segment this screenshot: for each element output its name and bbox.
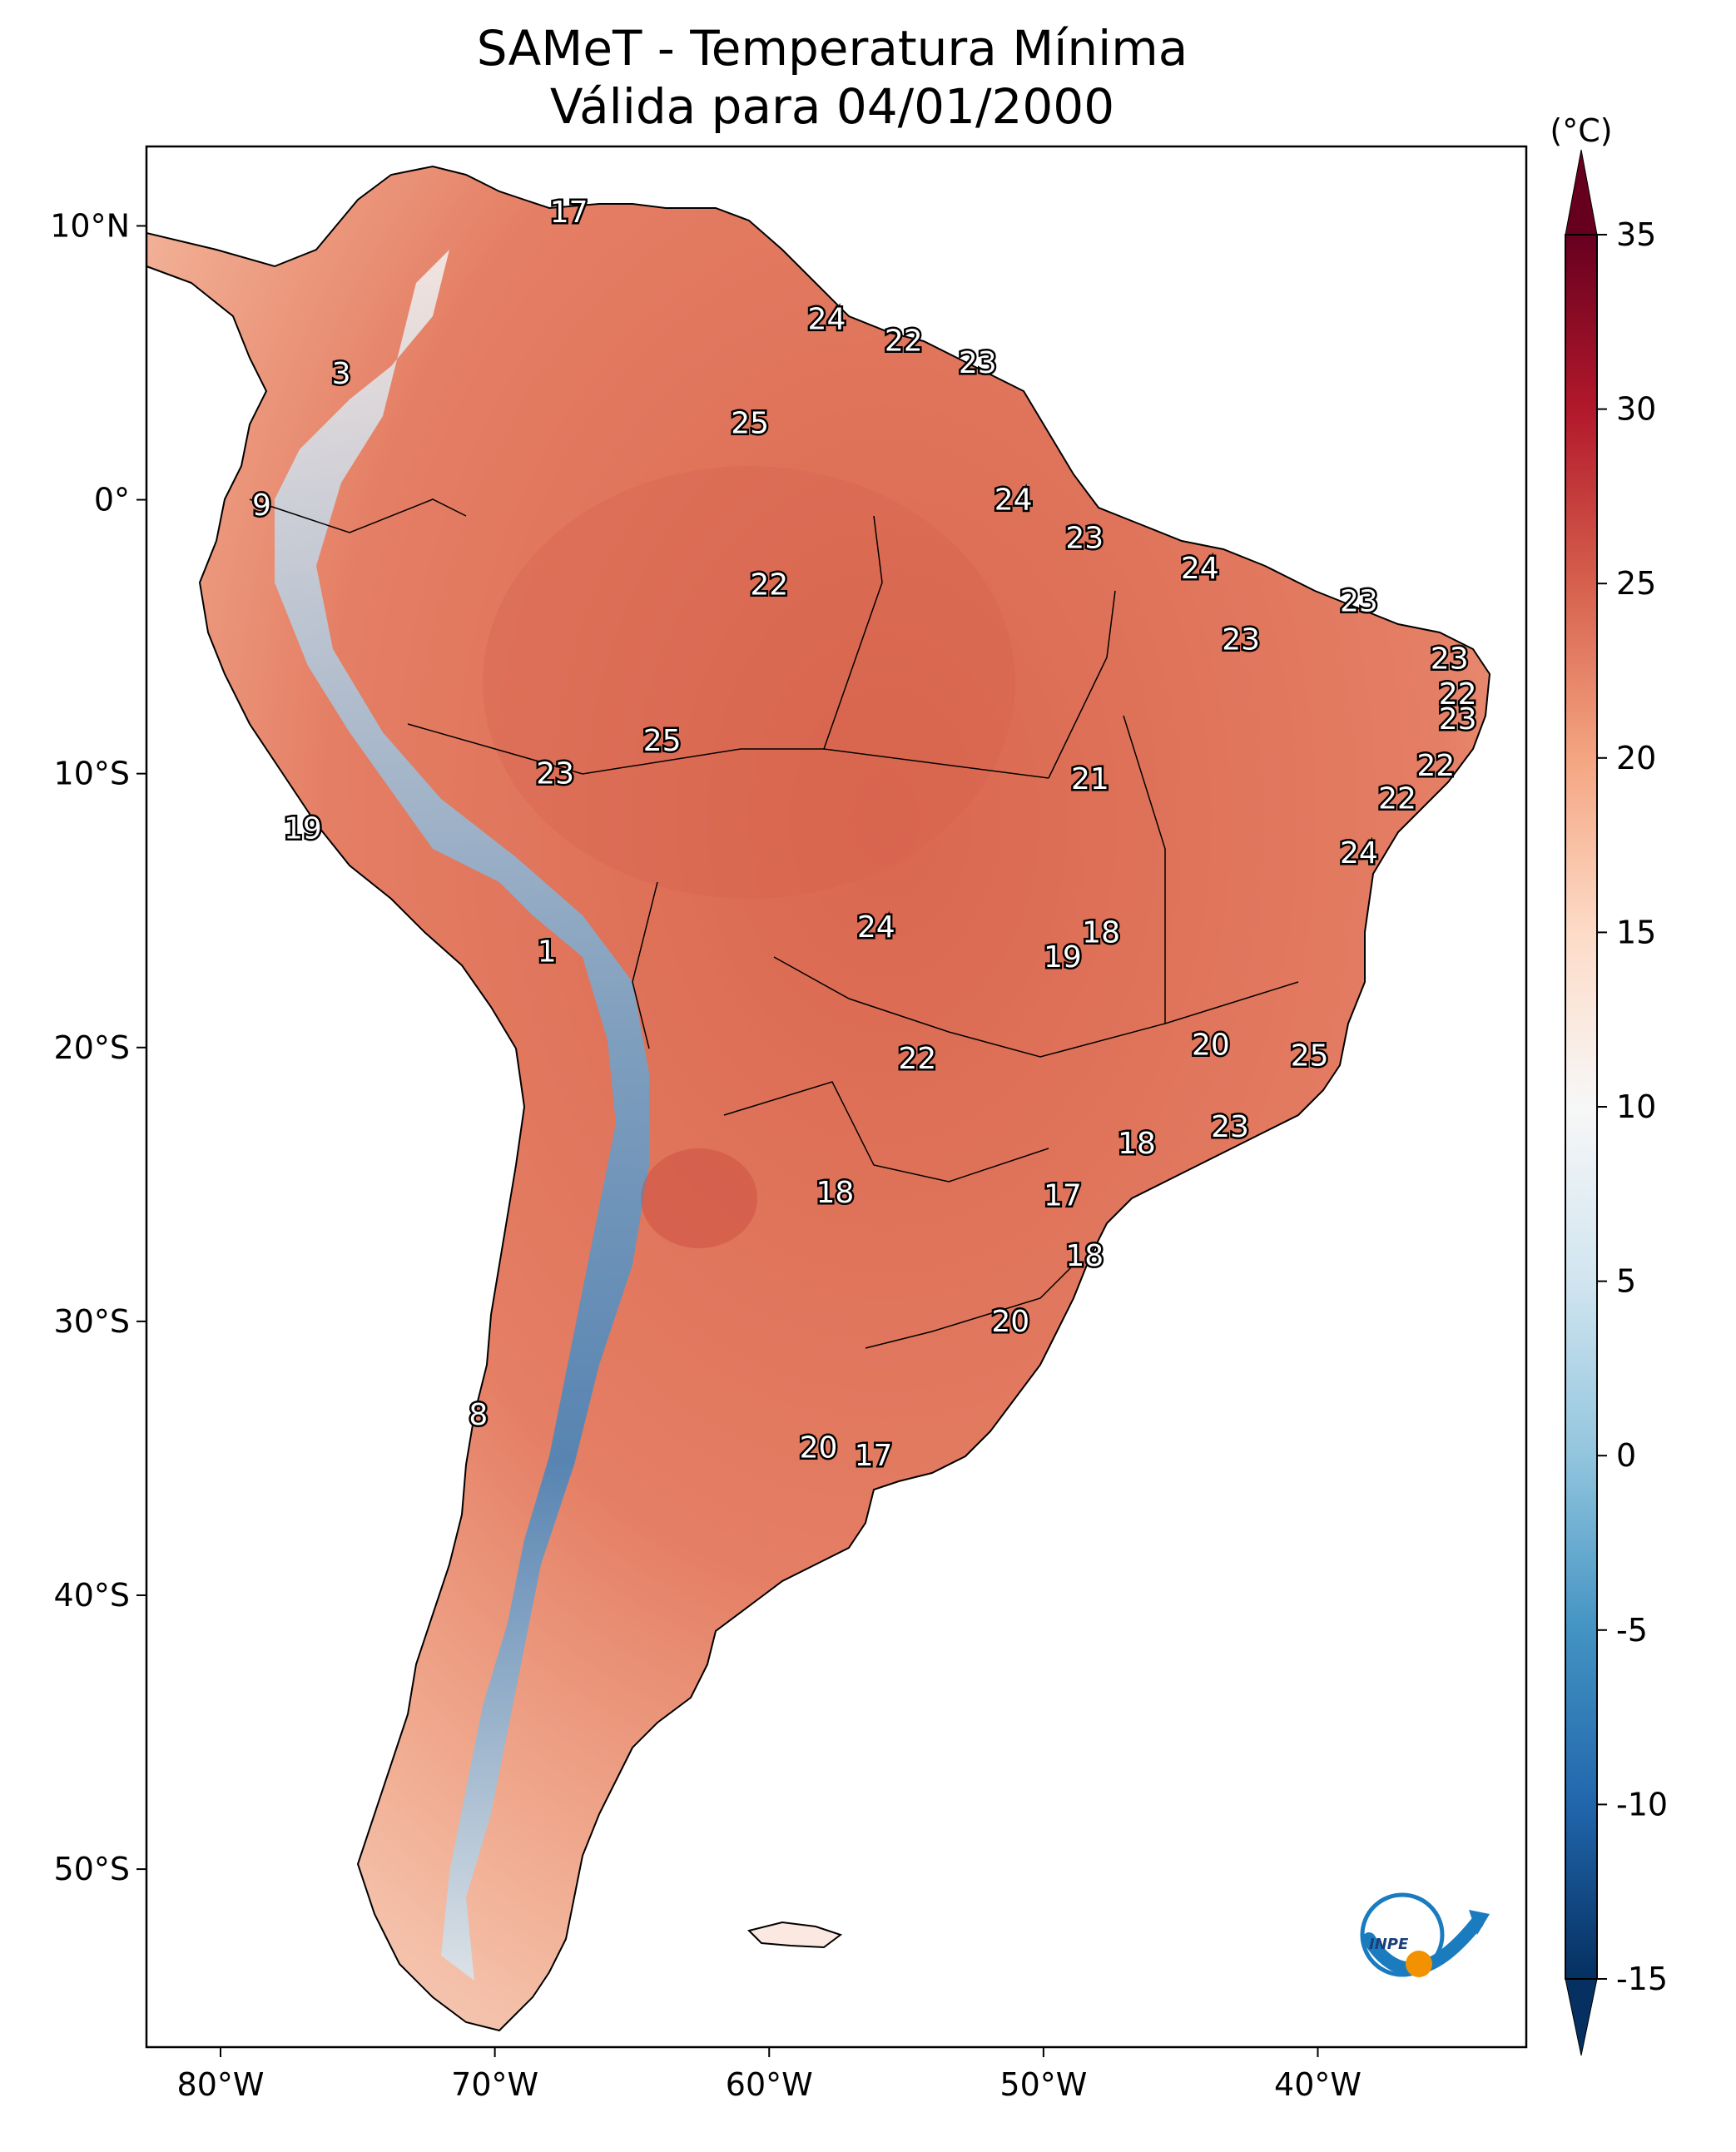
colorbar-gradient (1565, 235, 1597, 1979)
city-temperature-label: 20 (991, 1305, 1029, 1339)
city-temperature-label: 20 (1192, 1028, 1230, 1062)
lon-tick-label: 80°W (177, 2066, 265, 2103)
colorbar-tick-label: 25 (1616, 565, 1656, 602)
colorbar-tick-label: 30 (1616, 391, 1656, 428)
city-temperature-label: 24 (1340, 836, 1378, 870)
longitude-ticks: 80°W 70°W 60°W 50°W 40°W (177, 2047, 1362, 2103)
title-line-1: SAMeT - Temperatura Mínima (477, 20, 1188, 77)
city-temperature-label: 22 (1439, 677, 1477, 712)
city-temperature-label: 24 (857, 910, 895, 945)
boundaries (249, 498, 1299, 1349)
city-temperature-label: 20 (800, 1431, 838, 1465)
colorbar-tick-label: -15 (1616, 1961, 1668, 1997)
lat-tick-label: 20°S (54, 1029, 130, 1066)
inpe-logo: INPE (1360, 1892, 1490, 1977)
city-temperature-label: 23 (1340, 584, 1378, 618)
lat-tick-label: 10°N (50, 207, 130, 244)
city-temperature-label: 18 (1065, 1239, 1104, 1273)
inpe-logo-arrow-icon (1469, 1910, 1490, 1935)
city-temperature-label: 23 (1211, 1110, 1249, 1144)
city-temperature-label: 18 (1082, 916, 1120, 950)
city-temperature-label: 25 (643, 724, 682, 758)
city-temperature-label: 24 (1181, 552, 1219, 586)
city-temperature-label: 8 (469, 1398, 488, 1432)
city-temperature-label: 23 (959, 346, 997, 380)
colorbar-tick-label: 15 (1616, 914, 1656, 950)
city-temperature-label: 17 (550, 196, 588, 230)
falkland-islands (747, 1921, 843, 1949)
colorbar-max-extension (1565, 149, 1598, 236)
colorbar-tick-label: 35 (1616, 216, 1656, 253)
city-temperature-label: 25 (1291, 1039, 1329, 1074)
colorbar-tick-label: -5 (1616, 1612, 1648, 1649)
colorbar-tick-label: 20 (1616, 740, 1656, 776)
warm-core (483, 466, 1015, 899)
colorbar-tick-label: 0 (1616, 1437, 1636, 1474)
city-temperature-label: 24 (994, 483, 1033, 518)
city-temperature-label: 23 (1439, 702, 1477, 736)
colorbar-min-extension (1565, 1978, 1598, 2056)
lon-tick-label: 70°W (451, 2066, 538, 2103)
colorbar-tick-label: 5 (1616, 1263, 1636, 1300)
city-temperature-label: 19 (1044, 940, 1082, 974)
colorbar-tick-label: -10 (1616, 1786, 1668, 1822)
colorbar: (°C) 35 30 25 20 15 10 5 0 -5 -10 -15 (1550, 112, 1668, 2056)
city-temperature-label: 25 (731, 406, 769, 440)
city-temperature-label: 18 (816, 1176, 854, 1210)
title-line-2: Válida para 04/01/2000 (550, 78, 1114, 135)
city-temperature-label: 22 (898, 1042, 936, 1076)
colorbar-unit-label: (°C) (1550, 112, 1612, 149)
inpe-logo-sun-icon (1406, 1951, 1432, 1977)
city-temperature-label: 22 (1416, 749, 1455, 783)
city-temperature-label: 24 (808, 302, 846, 336)
city-temperature-label: 9 (252, 488, 271, 523)
lat-tick-label: 0° (94, 482, 130, 518)
inpe-logo-text: INPE (1369, 1936, 1409, 1953)
map-frame (145, 145, 1528, 2049)
lat-tick-label: 50°S (54, 1851, 130, 1887)
lat-tick-label: 10°S (54, 756, 130, 792)
city-temperature-label: 18 (1118, 1127, 1156, 1161)
city-temperature-label: 1 (538, 935, 557, 969)
city-temperature-label: 22 (1378, 781, 1416, 816)
city-temperature-label: 23 (1222, 622, 1260, 657)
south-america-landmass (146, 165, 1491, 2032)
city-temperature-label: 17 (855, 1439, 893, 1473)
lat-tick-label: 30°S (54, 1303, 130, 1340)
city-temperature-label: 21 (1071, 762, 1109, 796)
latitude-ticks: 10°N 0° 10°S 20°S 30°S 40°S 50°S (50, 207, 146, 1887)
city-temperature-label: 23 (536, 757, 574, 791)
city-temperature-label: 19 (284, 811, 322, 845)
lon-tick-label: 60°W (726, 2066, 813, 2103)
city-temperature-label: 22 (885, 325, 923, 359)
map-area (146, 146, 1526, 2047)
lon-tick-label: 40°W (1274, 2066, 1362, 2103)
city-temperature-label: 17 (1044, 1178, 1082, 1212)
city-temperature-label: 3 (332, 357, 351, 391)
city-temperature-label: 23 (1431, 642, 1469, 676)
lat-tick-label: 40°S (54, 1577, 130, 1614)
city-temperature-label: 22 (750, 568, 788, 602)
lon-tick-label: 50°W (999, 2066, 1087, 2103)
warm-spot (641, 1148, 757, 1248)
colorbar-ticks: 35 30 25 20 15 10 5 0 -5 -10 -15 (1597, 216, 1668, 1997)
city-temperature-label: 23 (1065, 522, 1104, 556)
colorbar-tick-label: 10 (1616, 1088, 1656, 1125)
